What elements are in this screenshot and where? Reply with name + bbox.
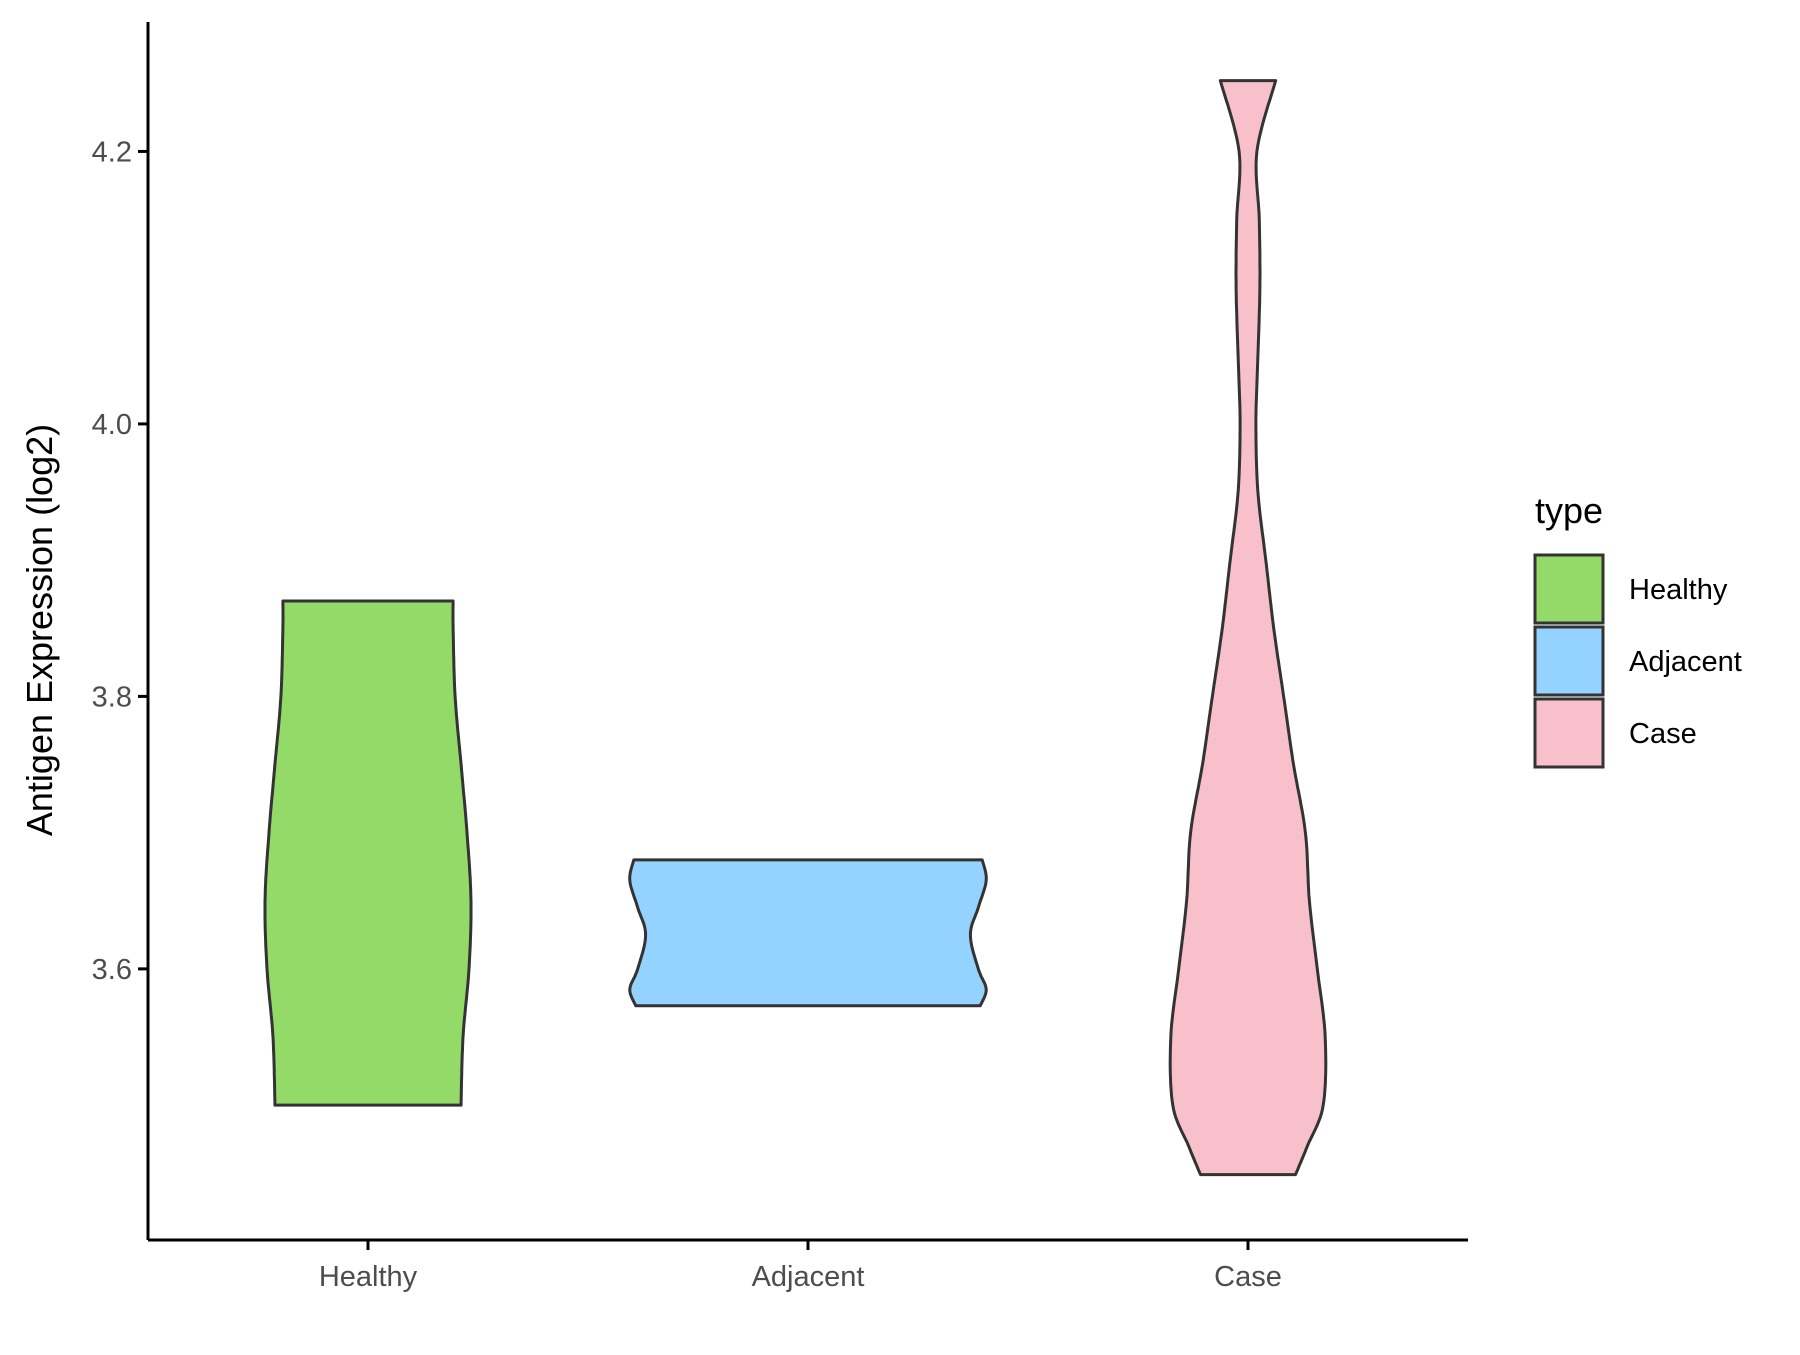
- legend-key-case: [1533, 697, 1605, 769]
- legend-title: type: [1535, 490, 1603, 531]
- y-tick-label: 4.0: [92, 409, 132, 441]
- violin-adjacent: [628, 858, 988, 1008]
- legend: type Healthy Adjacent Case: [1533, 490, 1742, 769]
- legend-key-adjacent: [1533, 625, 1605, 697]
- violins-layer: [263, 79, 1328, 1177]
- legend-label-adjacent: Adjacent: [1629, 646, 1742, 678]
- y-tick-label: 3.6: [92, 954, 132, 986]
- legend-label-healthy: Healthy: [1629, 574, 1728, 606]
- violin-healthy: [263, 599, 473, 1107]
- legend-key-healthy: [1533, 553, 1605, 625]
- x-tick-label: Healthy: [319, 1261, 418, 1293]
- x-tick-label: Case: [1214, 1261, 1282, 1293]
- y-tick-label: 4.2: [92, 136, 132, 168]
- y-axis-title: Antigen Expression (log2): [19, 424, 60, 836]
- x-ticks: Healthy Adjacent Case: [319, 1240, 1282, 1293]
- y-tick-label: 3.8: [92, 681, 132, 713]
- x-tick-label: Adjacent: [752, 1261, 865, 1293]
- y-ticks: 3.6 3.8 4.0 4.2: [92, 136, 148, 986]
- legend-label-case: Case: [1629, 718, 1697, 750]
- violin-case: [1168, 79, 1328, 1177]
